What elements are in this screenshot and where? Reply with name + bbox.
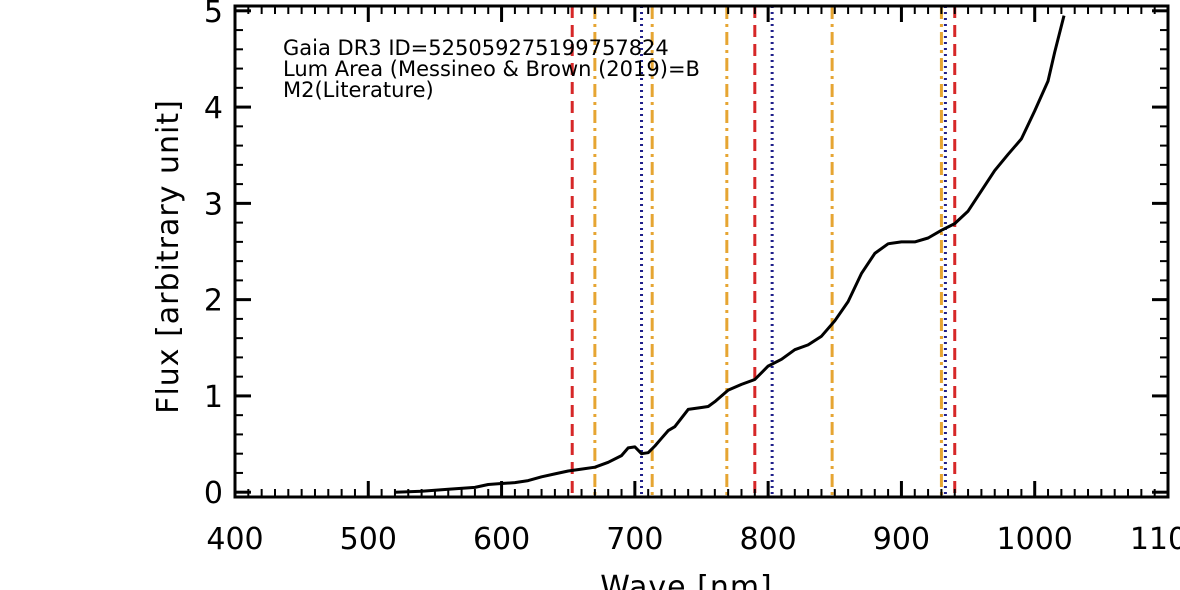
x-tick-label: 1000 bbox=[997, 522, 1073, 557]
y-tick-labels: 0 1 2 3 4 5 bbox=[204, 0, 223, 511]
y-tick-label: 3 bbox=[204, 187, 223, 222]
vertical-lines bbox=[570, 6, 957, 497]
annotation-line: Gaia DR3 ID=525059275199757824 bbox=[283, 36, 669, 60]
tick-marks bbox=[233, 6, 1170, 497]
y-tick-label: 1 bbox=[204, 380, 223, 415]
x-tick-label: 800 bbox=[740, 522, 797, 557]
x-tick-label: 900 bbox=[873, 522, 930, 557]
y-tick-label: 0 bbox=[204, 476, 223, 511]
y-tick-label: 4 bbox=[204, 91, 223, 126]
x-tick-label: 400 bbox=[206, 522, 263, 557]
y-axis-label: Flux [arbitrary unit] bbox=[151, 99, 186, 414]
y-tick-label: 5 bbox=[204, 0, 223, 30]
x-tick-label: 700 bbox=[606, 522, 663, 557]
x-axis-label: Wave [nm] bbox=[600, 570, 773, 590]
annotation-line: Lum Area (Messineo & Brown (2019)=B bbox=[283, 57, 700, 81]
y-tick-label: 2 bbox=[204, 284, 223, 319]
annotation-line: M2(Literature) bbox=[283, 78, 434, 102]
x-tick-label: 500 bbox=[340, 522, 397, 557]
annotation-block: Gaia DR3 ID=525059275199757824 Lum Area … bbox=[283, 36, 700, 102]
x-tick-label: 600 bbox=[473, 522, 530, 557]
flux-series-line bbox=[394, 15, 1066, 494]
series-group bbox=[394, 15, 1066, 494]
